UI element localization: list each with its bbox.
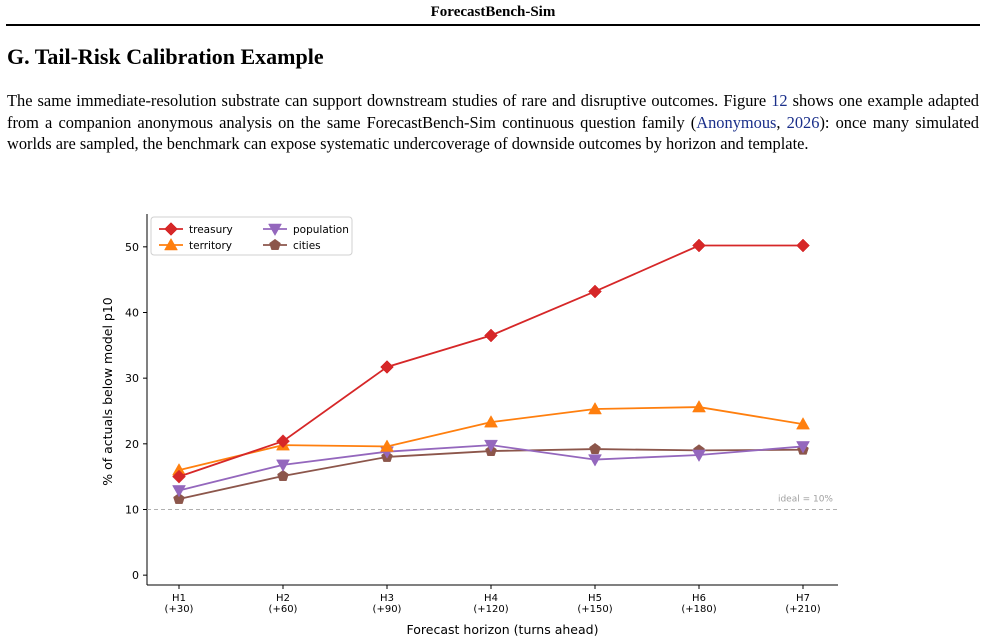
y-tick-label: 20 <box>125 438 139 451</box>
y-axis-label: % of actuals below model p10 <box>100 297 115 486</box>
x-tick-label: H5 <box>588 593 602 604</box>
header-rule <box>6 24 980 26</box>
legend-marker-treasury <box>164 222 178 236</box>
data-point-treasury <box>276 434 290 449</box>
series-territory <box>172 400 810 476</box>
x-tick-label: (+30) <box>165 604 194 615</box>
x-tick-label: (+180) <box>681 604 716 615</box>
data-point-treasury <box>796 238 810 253</box>
data-point-population <box>172 485 186 498</box>
x-tick-label: (+90) <box>373 604 402 615</box>
series-group <box>172 238 810 504</box>
data-point-population <box>588 454 602 467</box>
data-point-territory <box>588 402 602 415</box>
x-tick-label: H4 <box>484 593 498 604</box>
figure-reference-link[interactable]: 12 <box>771 91 788 110</box>
y-tick-label: 50 <box>125 241 139 254</box>
data-point-cities <box>173 492 185 504</box>
data-point-treasury <box>172 469 186 484</box>
data-point-treasury <box>484 328 498 343</box>
ideal-reference-label: ideal = 10% <box>778 494 833 504</box>
data-point-population <box>484 439 498 453</box>
x-tick-label: H7 <box>796 593 810 604</box>
y-tick-label: 30 <box>125 372 139 385</box>
x-tick-label: (+60) <box>269 604 298 615</box>
tail-risk-chart: 0 10 20 30 40 50 H1(+30) H2(+60) H3(+90) H4(+120)… <box>100 214 838 637</box>
x-tick-label: H2 <box>276 593 290 604</box>
legend-label-treasury: treasury <box>189 224 233 236</box>
x-tick-label: H6 <box>692 593 706 604</box>
body-paragraph: The same immediate-resolution substrate … <box>7 90 979 155</box>
x-tick-label: (+210) <box>785 604 820 615</box>
legend: treasury territory population cities <box>150 216 353 256</box>
legend-label-population: population <box>293 224 349 236</box>
y-tick-label: 40 <box>125 306 139 319</box>
data-point-territory <box>796 417 810 430</box>
citation-author-link[interactable]: Anonymous <box>696 112 777 132</box>
data-point-treasury <box>380 360 394 374</box>
reference-line-group: ideal = 10% <box>147 494 838 510</box>
legend-label-territory: territory <box>189 240 232 252</box>
paragraph-text-2: shows one example adapted from a compani… <box>7 91 980 132</box>
legend-label-cities: cities <box>293 240 321 252</box>
x-axis-label: Forecast horizon (turns ahead) <box>407 622 599 637</box>
y-tick-label: 0 <box>132 569 139 582</box>
running-title: ForecastBench-Sim <box>430 4 556 20</box>
data-point-cities <box>277 469 289 481</box>
data-point-territory <box>380 439 394 452</box>
series-treasury <box>172 238 810 484</box>
data-point-territory <box>692 400 706 413</box>
paragraph-text-3: , <box>776 112 787 132</box>
x-tick-label: (+150) <box>577 604 612 615</box>
data-point-treasury <box>588 284 602 299</box>
data-point-population <box>276 459 290 472</box>
x-tick-label: (+120) <box>473 604 508 615</box>
legend-marker-territory <box>164 237 178 251</box>
legend-marker-cities <box>269 238 281 250</box>
paragraph-text-4: ): once many simulated worlds are sample… <box>7 112 979 154</box>
legend-box <box>150 216 353 256</box>
series-line-cities <box>178 448 804 500</box>
legend-marker-population <box>268 223 282 237</box>
data-point-cities <box>589 442 601 455</box>
citation-year-link[interactable]: 2026 <box>786 112 820 132</box>
section-title: G. Tail-Risk Calibration Example <box>7 44 324 69</box>
paragraph-text-1: The same immediate-resolution substrate … <box>7 91 772 110</box>
data-point-treasury <box>692 238 706 253</box>
axes: 0 10 20 30 40 50 H1(+30) H2(+60) H3(+90) H4(+120)… <box>100 214 838 637</box>
data-point-population <box>692 449 706 462</box>
y-tick-label: 10 <box>125 503 139 516</box>
data-point-territory <box>484 415 498 428</box>
series-cities <box>173 442 809 504</box>
x-tick-label: H1 <box>172 593 186 604</box>
data-point-population <box>796 441 810 454</box>
x-tick-label: H3 <box>380 593 394 604</box>
